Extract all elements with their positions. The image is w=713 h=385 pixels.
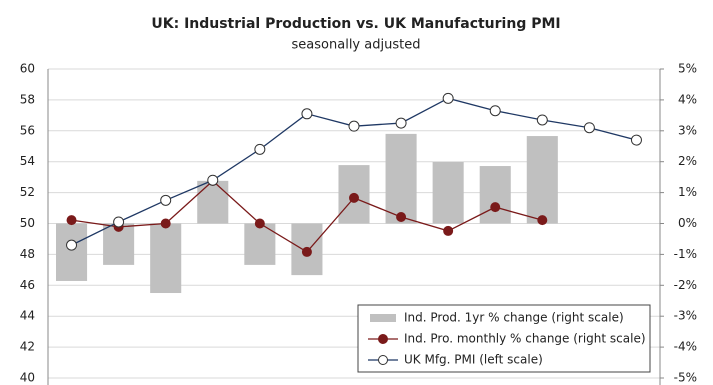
y-tick-label: 56 xyxy=(20,123,35,137)
legend-marker xyxy=(378,334,388,344)
bar xyxy=(479,166,511,224)
bar xyxy=(385,133,417,224)
marker xyxy=(160,194,172,206)
y2-tick-label: 4% xyxy=(678,92,697,106)
y2-tick-label: -5% xyxy=(674,371,697,385)
marker xyxy=(254,143,266,155)
y2-tick-label: 1% xyxy=(678,185,697,199)
y2-tick-label: 3% xyxy=(678,123,697,137)
y2-tick-label: 2% xyxy=(678,154,697,168)
marker xyxy=(630,134,642,146)
y-tick-label: 52 xyxy=(20,185,35,199)
bar xyxy=(150,223,182,294)
bar xyxy=(56,223,88,281)
y-tick-label: 46 xyxy=(20,278,35,292)
marker xyxy=(537,215,548,226)
bar xyxy=(526,136,558,224)
chart-title: UK: Industrial Production vs. UK Manufac… xyxy=(151,16,560,32)
marker xyxy=(113,216,125,228)
chart-subtitle: seasonally adjusted xyxy=(292,38,421,53)
y-tick-label: 40 xyxy=(20,371,35,385)
bar xyxy=(432,162,464,224)
marker xyxy=(396,212,407,223)
marker xyxy=(490,202,501,213)
marker xyxy=(442,92,454,104)
legend: Ind. Prod. 1yr % change (right scale) Ind… xyxy=(357,304,651,373)
marker xyxy=(66,239,78,251)
marker xyxy=(66,215,77,226)
y2-tick-label: -3% xyxy=(674,309,697,323)
y2-tick-label: -1% xyxy=(674,247,697,261)
y-tick-label: 50 xyxy=(20,216,35,230)
marker xyxy=(583,122,595,134)
marker xyxy=(207,174,219,186)
legend-box xyxy=(357,304,651,373)
y-tick-label: 42 xyxy=(20,340,35,354)
marker xyxy=(536,114,548,126)
legend-label: Ind. Prod. 1yr % change (right scale) xyxy=(404,311,624,325)
legend-label: Ind. Pro. monthly % change (right scale) xyxy=(404,332,646,346)
marker xyxy=(443,225,454,236)
y-tick-label: 60 xyxy=(20,62,35,76)
marker xyxy=(301,246,312,257)
y2-tick-label: -2% xyxy=(674,278,697,292)
marker xyxy=(301,108,313,120)
marker xyxy=(348,120,360,132)
marker xyxy=(395,117,407,129)
plot xyxy=(56,92,642,294)
marker xyxy=(254,218,265,229)
legend-swatch xyxy=(370,314,396,322)
marker xyxy=(349,192,359,203)
marker xyxy=(160,218,171,229)
bar xyxy=(197,180,229,224)
y2-tick-label: 0% xyxy=(678,216,697,230)
y-tick-label: 48 xyxy=(20,247,35,261)
y-tick-label: 58 xyxy=(20,92,35,106)
marker xyxy=(489,105,501,117)
legend-label: UK Mfg. PMI (left scale) xyxy=(404,353,543,367)
grid xyxy=(48,68,660,379)
y-tick-label: 44 xyxy=(20,309,35,323)
y2-tick-label: -4% xyxy=(674,340,697,354)
legend-marker xyxy=(378,355,388,365)
y2-tick-label: 5% xyxy=(678,62,697,76)
y-tick-label: 54 xyxy=(20,154,35,168)
